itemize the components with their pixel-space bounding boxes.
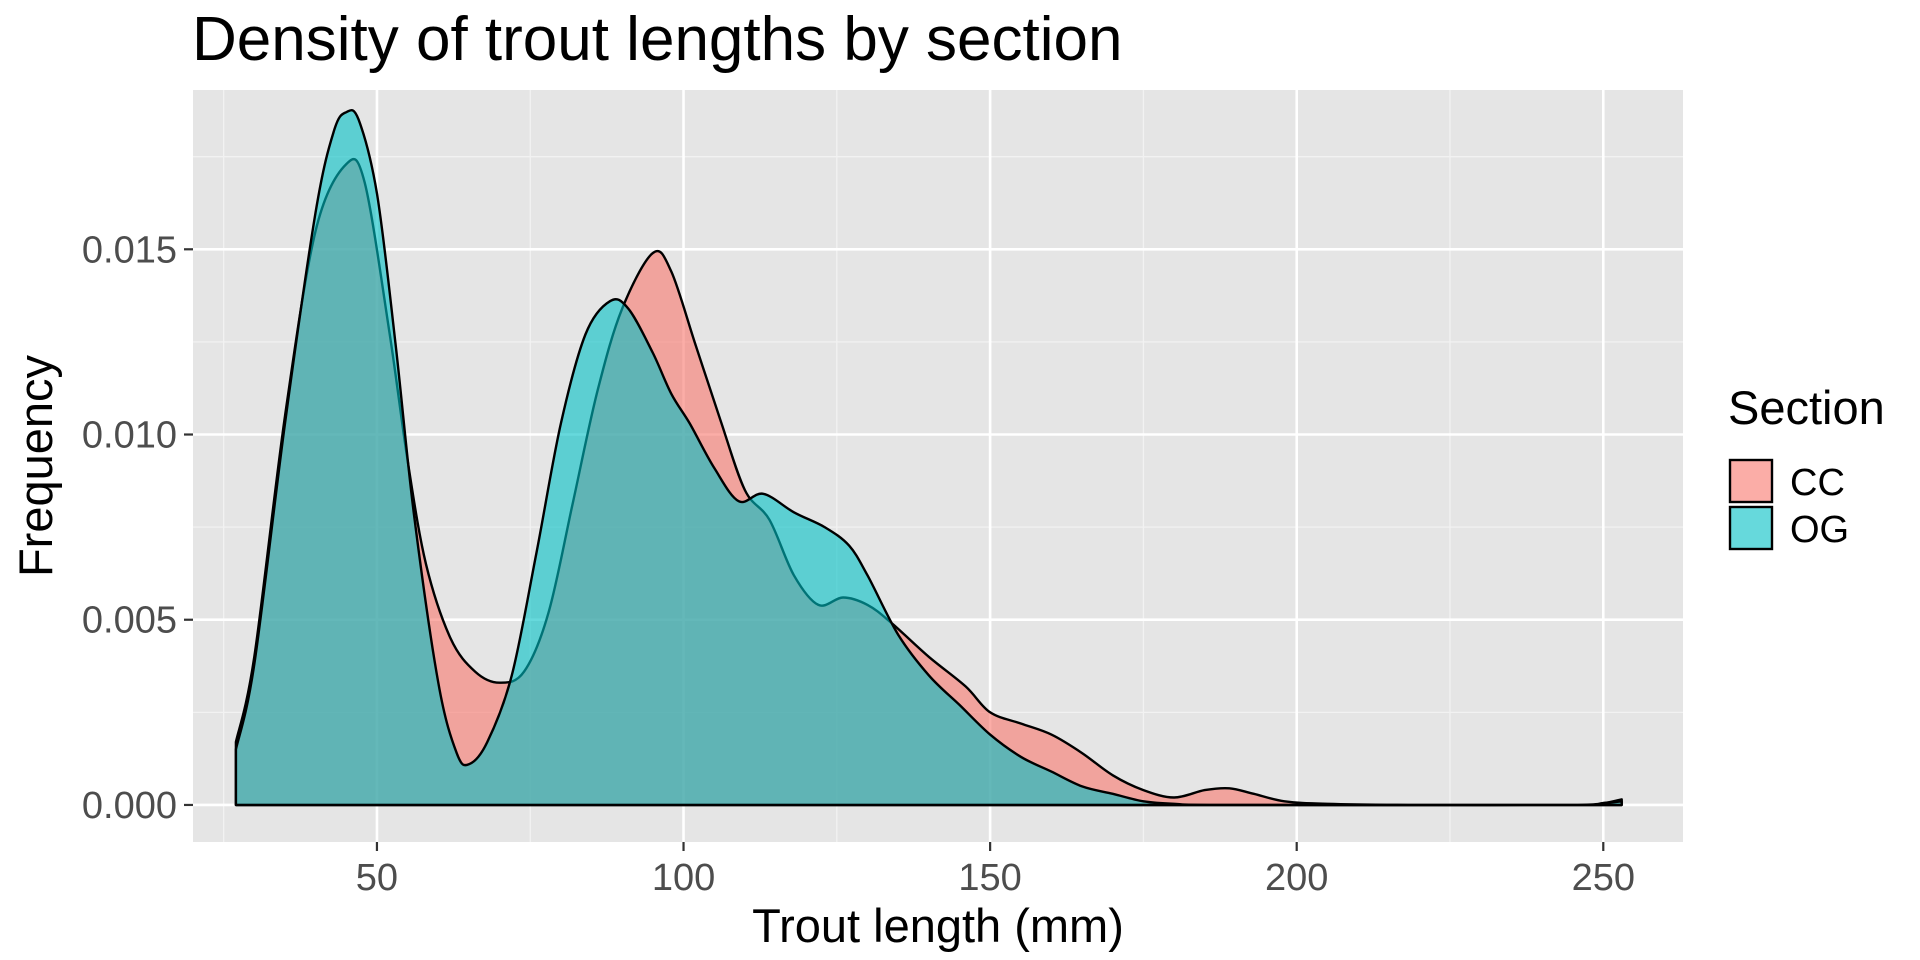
x-tick-label: 150 (958, 857, 1021, 899)
y-tick-label: 0.015 (82, 229, 177, 271)
y-tick-label: 0.005 (82, 600, 177, 642)
y-axis-title: Frequency (9, 354, 62, 577)
x-tick-label: 100 (652, 857, 715, 899)
y-tick-label: 0.010 (82, 415, 177, 457)
legend-title: Section (1728, 381, 1885, 434)
x-axis: 50 100 150 200 250 (356, 842, 1635, 899)
legend-item-cc: CC (1728, 458, 1845, 504)
chart-title: Density of trout lengths by section (192, 5, 1122, 74)
y-tick-label: 0.000 (82, 785, 177, 827)
legend-key-og (1728, 505, 1774, 551)
legend-label-cc: CC (1790, 462, 1845, 504)
legend-item-og: OG (1728, 505, 1849, 551)
legend-key-cc (1728, 458, 1774, 504)
legend-label-og: OG (1790, 509, 1849, 551)
x-tick-label: 250 (1572, 857, 1635, 899)
density-areas (234, 108, 1623, 807)
x-tick-label: 200 (1265, 857, 1328, 899)
x-axis-title: Trout length (mm) (752, 899, 1124, 952)
x-tick-label: 50 (356, 857, 398, 899)
y-axis: 0.000 0.005 0.010 0.015 (82, 229, 193, 827)
legend: Section CC OG (1728, 381, 1885, 551)
density-area-og (234, 108, 1623, 807)
